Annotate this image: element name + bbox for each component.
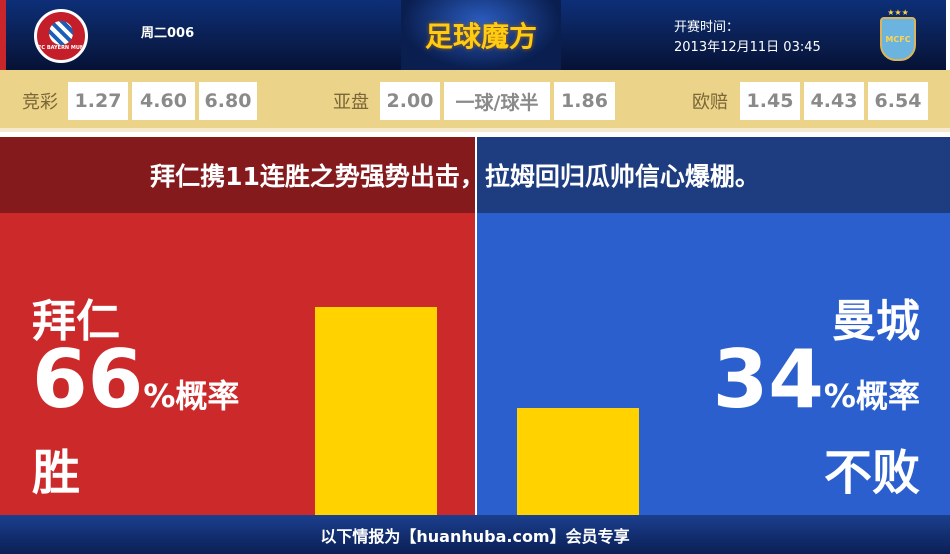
odds-bar: 竞彩 1.27 4.60 6.80 亚盘 2.00 一球/球半 1.86 欧赔 …	[0, 70, 950, 132]
bayern-diamond-emblem	[49, 21, 73, 45]
away-probability-bar	[517, 407, 639, 515]
away-percent-value: 34	[712, 333, 824, 426]
away-team: 曼城	[832, 296, 920, 347]
header: FC BAYERN MÜNCHEN 周二006 足球魔方 开赛时间： 2013年…	[0, 0, 950, 70]
away-percent: 34%概率	[713, 335, 920, 441]
kickoff-time: 2013年12月11日 03:45	[674, 40, 821, 55]
asian-label: 亚盘	[333, 92, 369, 113]
match-code: 周二006	[141, 26, 195, 41]
home-percent-suffix: %概率	[143, 377, 240, 415]
away-outcome: 不败	[823, 445, 920, 501]
away-percent-suffix: %概率	[823, 377, 920, 415]
euro-odd: 1.45	[740, 82, 800, 120]
jingcai-label: 竞彩	[22, 92, 58, 113]
jingcai-odd: 6.80	[199, 82, 257, 120]
jingcai-odd: 1.27	[68, 82, 128, 120]
jingcai-odd: 4.60	[132, 82, 195, 120]
headline-band-away	[477, 137, 950, 213]
asian-odd: 2.00	[380, 82, 440, 120]
kickoff: 开赛时间： 2013年12月11日 03:45	[674, 18, 821, 58]
asian-handicap: 一球/球半	[444, 82, 550, 120]
brand-logo: 足球魔方	[401, 0, 561, 70]
kickoff-label: 开赛时间：	[674, 20, 740, 35]
euro-label: 欧赔	[692, 92, 728, 113]
euro-odd: 4.43	[804, 82, 864, 120]
star-icon: ★★★	[887, 8, 909, 17]
home-outcome: 胜	[32, 445, 81, 501]
headline-band-home	[0, 137, 475, 213]
home-percent-value: 66	[32, 333, 144, 426]
home-percent: 66%概率	[32, 335, 239, 441]
asian-odd: 1.86	[554, 82, 615, 120]
bayern-logo-text: FC BAYERN MÜNCHEN	[38, 45, 84, 51]
home-probability-bar	[315, 307, 437, 515]
headline: 拜仁携11连胜之势强势出击，拉姆回归瓜帅信心爆棚。	[150, 162, 760, 191]
mancity-logo: ★★★ MCFC	[878, 8, 918, 64]
member-footer[interactable]: 以下情报为【huanhuba.com】会员专享	[0, 515, 950, 554]
home-team: 拜仁	[32, 296, 120, 347]
mancity-shield: MCFC	[880, 17, 916, 61]
mancity-logo-text: MCFC	[885, 34, 911, 44]
euro-odd: 6.54	[868, 82, 928, 120]
bayern-logo: FC BAYERN MÜNCHEN	[34, 9, 88, 63]
